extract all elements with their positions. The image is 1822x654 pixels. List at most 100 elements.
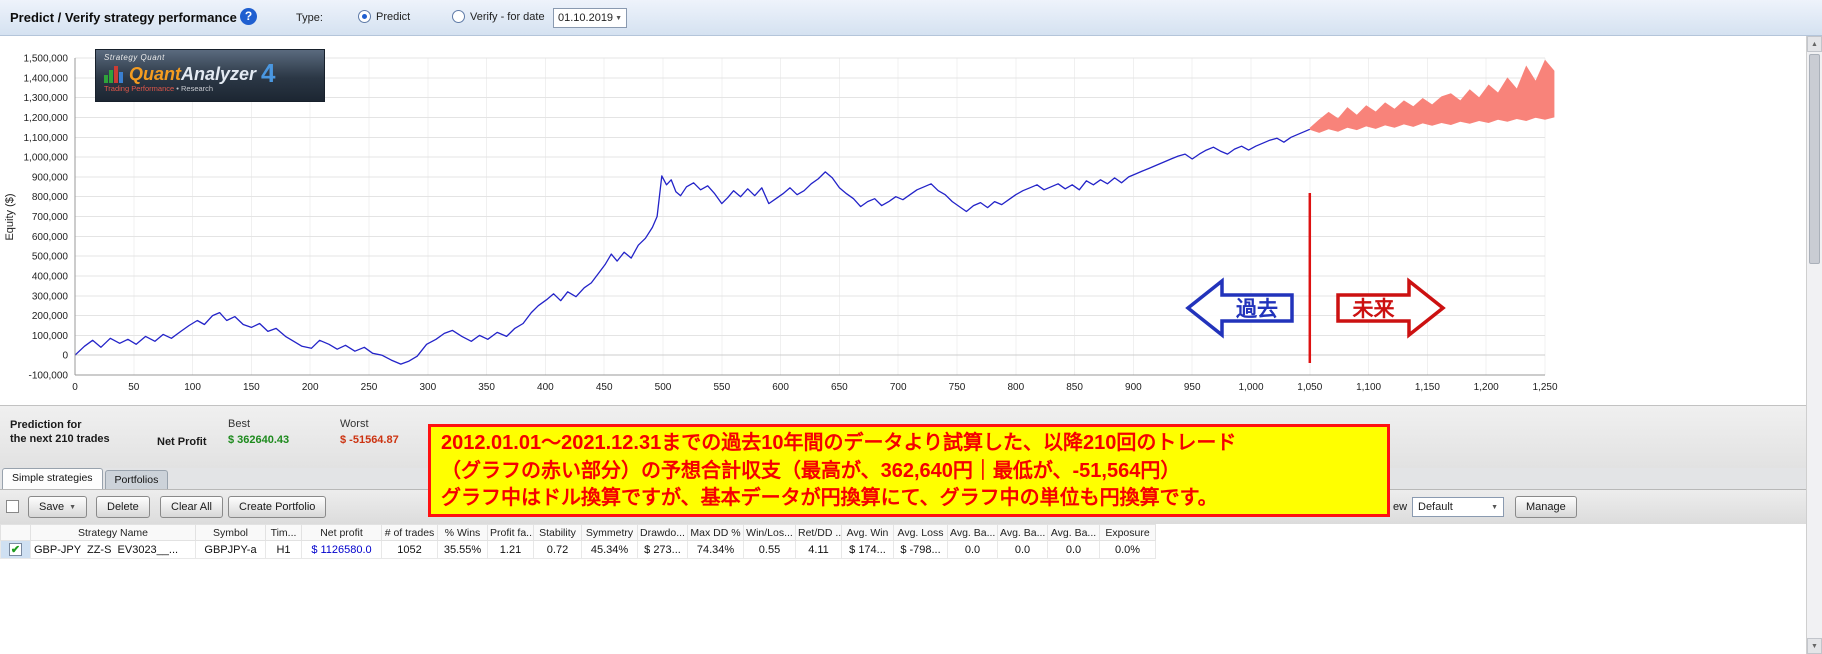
- date-select[interactable]: 01.10.2019 ▼: [553, 8, 627, 28]
- logo-version: 4: [261, 58, 276, 88]
- x-axis-tick-label: 900: [1125, 382, 1142, 393]
- column-header[interactable]: Avg. Ba...: [1047, 524, 1100, 541]
- table-cell[interactable]: 74.34%: [687, 540, 744, 559]
- column-header[interactable]: Max DD %: [687, 524, 744, 541]
- clear-all-button[interactable]: Clear All: [160, 496, 223, 518]
- column-header[interactable]: # of trades: [381, 524, 438, 541]
- column-header[interactable]: Win/Los...: [743, 524, 796, 541]
- y-axis-tick-label: 900,000: [32, 172, 69, 183]
- x-axis-tick-label: 450: [596, 382, 613, 393]
- x-axis-tick-label: 250: [361, 382, 378, 393]
- manage-button[interactable]: Manage: [1515, 496, 1577, 518]
- x-axis-tick-label: 150: [243, 382, 260, 393]
- column-header[interactable]: Avg. Win: [841, 524, 894, 541]
- chevron-down-icon: ▼: [615, 14, 622, 22]
- column-header[interactable]: Ret/DD ...: [795, 524, 842, 541]
- y-axis-tick-label: 1,200,000: [24, 113, 69, 124]
- view-select[interactable]: Default ▼: [1412, 497, 1504, 517]
- y-axis-tick-label: 1,500,000: [24, 54, 69, 65]
- column-header[interactable]: Strategy Name: [30, 524, 196, 541]
- table-cell[interactable]: GBP-JPY ZZ-S EV3023__...: [30, 540, 196, 559]
- table-cell[interactable]: $ -798...: [893, 540, 948, 559]
- x-axis-tick-label: 650: [831, 382, 848, 393]
- date-value: 01.10.2019: [558, 12, 614, 24]
- row-checkbox[interactable]: ✔: [9, 543, 22, 556]
- logo-brand-top: Strategy Quant: [104, 53, 165, 62]
- delete-button[interactable]: Delete: [96, 496, 150, 518]
- y-axis-tick-label: 400,000: [32, 271, 69, 282]
- x-axis-tick-label: 1,250: [1532, 382, 1557, 393]
- column-header[interactable]: Stability: [533, 524, 582, 541]
- radio-predict-control[interactable]: [358, 10, 371, 23]
- scroll-up-icon[interactable]: ▲: [1807, 36, 1822, 52]
- radio-verify-control[interactable]: [452, 10, 465, 23]
- help-icon[interactable]: ?: [240, 8, 257, 25]
- table-cell[interactable]: 0.0: [947, 540, 998, 559]
- table-cell[interactable]: H1: [265, 540, 302, 559]
- table-cell[interactable]: 0.72: [533, 540, 582, 559]
- column-header[interactable]: Tim...: [265, 524, 302, 541]
- column-header[interactable]: Exposure: [1099, 524, 1156, 541]
- scrollbar-thumb[interactable]: [1809, 54, 1820, 264]
- annotation-line-1: 2012.01.01〜2021.12.31までの過去10年間のデータより試算した…: [441, 432, 1237, 454]
- table-cell[interactable]: $ 174...: [841, 540, 894, 559]
- table-cell[interactable]: 4.11: [795, 540, 842, 559]
- worst-value: $ -51564.87: [340, 434, 399, 446]
- create-portfolio-button[interactable]: Create Portfolio: [228, 496, 327, 518]
- equity-chart: 1,500,000 1,400,000 1,300,000 1,200,000 1,10…: [4, 54, 1558, 394]
- scroll-down-icon[interactable]: ▼: [1807, 638, 1822, 654]
- table-cell[interactable]: 0.0: [1047, 540, 1100, 559]
- table-row[interactable]: ✔ GBP-JPY ZZ-S EV3023__... GBPJPY-a H1 $ 112…: [0, 540, 1156, 559]
- y-axis-title: Equity ($): [4, 193, 16, 240]
- table-cell[interactable]: $ 1126580.0: [301, 540, 382, 559]
- y-axis-tick-label: 0: [62, 351, 68, 362]
- x-axis-tick-label: 950: [1184, 382, 1201, 393]
- table-cell[interactable]: $ 273...: [637, 540, 688, 559]
- y-axis-tick-label: 1,000,000: [24, 153, 69, 164]
- prediction-title: Prediction for the next 210 trades: [10, 419, 110, 445]
- table-cell[interactable]: 1052: [381, 540, 438, 559]
- column-header[interactable]: Drawdo...: [637, 524, 688, 541]
- column-header[interactable]: Symbol: [195, 524, 266, 541]
- select-column-header[interactable]: [0, 524, 31, 541]
- equity-line: [74, 128, 1311, 365]
- page-title: Predict / Verify strategy performance: [10, 10, 237, 25]
- logo-analyzer-text: Analyzer: [181, 64, 257, 84]
- column-header[interactable]: Avg. Ba...: [997, 524, 1048, 541]
- column-header[interactable]: Profit fa...: [487, 524, 534, 541]
- table-cell[interactable]: 35.55%: [437, 540, 488, 559]
- tab-simple-strategies[interactable]: Simple strategies: [2, 468, 103, 489]
- x-axis-tick-label: 200: [302, 382, 319, 393]
- column-header[interactable]: Avg. Loss: [893, 524, 948, 541]
- worst-label: Worst: [340, 418, 369, 430]
- y-axis-tick-label: 600,000: [32, 232, 69, 243]
- tab-portfolios[interactable]: Portfolios: [104, 470, 169, 489]
- column-header[interactable]: Symmetry: [581, 524, 638, 541]
- prediction-band: [1309, 59, 1555, 133]
- table-cell[interactable]: GBPJPY-a: [195, 540, 266, 559]
- y-axis-tick-label: 200,000: [32, 311, 69, 322]
- y-axis-tick-label: 1,400,000: [24, 73, 69, 84]
- vertical-scrollbar[interactable]: ▲ ▼: [1806, 36, 1822, 654]
- table-cell[interactable]: 0.55: [743, 540, 796, 559]
- table-cell[interactable]: 1.21: [487, 540, 534, 559]
- column-header[interactable]: Avg. Ba...: [947, 524, 998, 541]
- x-axis-tick-label: 300: [419, 382, 436, 393]
- net-profit-label: Net Profit: [157, 436, 207, 448]
- x-axis-tick-label: 1,150: [1415, 382, 1440, 393]
- radio-predict[interactable]: Predict: [358, 10, 410, 23]
- table-cell[interactable]: 45.34%: [581, 540, 638, 559]
- column-header[interactable]: Net profit: [301, 524, 382, 541]
- y-axis-tick-label: 500,000: [32, 252, 69, 263]
- table-cell[interactable]: 0.0: [997, 540, 1048, 559]
- annotation-line-3: グラフ中はドル換算ですが、基本データが円換算にて、グラフ中の単位も円換算です。: [441, 487, 1218, 510]
- radio-verify[interactable]: Verify - for date: [452, 10, 545, 23]
- column-header[interactable]: % Wins: [437, 524, 488, 541]
- radio-predict-label: Predict: [376, 10, 411, 23]
- save-button[interactable]: Save ▼: [28, 496, 88, 518]
- select-all-checkbox[interactable]: [6, 500, 19, 513]
- x-axis-tick-label: 350: [478, 382, 495, 393]
- table-cell[interactable]: 0.0%: [1099, 540, 1156, 559]
- logo-tagline: Trading Performance • Research: [104, 84, 214, 93]
